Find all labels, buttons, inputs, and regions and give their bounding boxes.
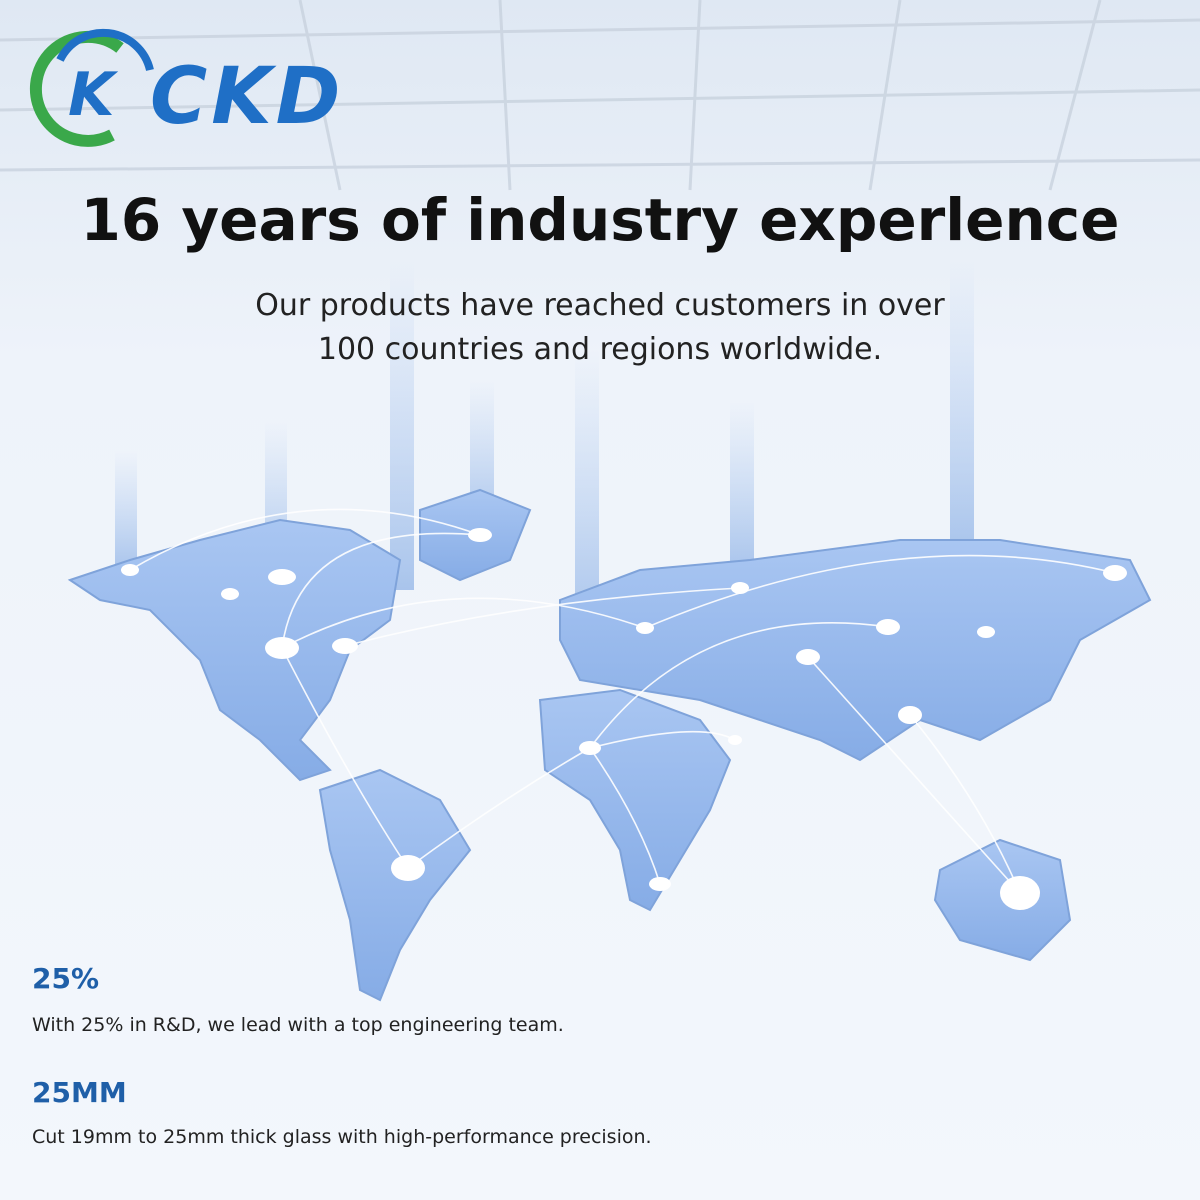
stat-value: 25% (32, 962, 100, 995)
stat-text: With 25% in R&D, we lead with a top engi… (32, 1014, 564, 1036)
routes (129, 508, 1116, 894)
logo-icon (29, 28, 154, 147)
logo-mark: K (68, 60, 115, 130)
logo-text: CKD (150, 52, 345, 142)
world-map (67, 488, 1152, 1002)
subtitle-line: 100 countries and regions worldwide. (317, 332, 883, 367)
stat-value: 25MM (32, 1076, 127, 1109)
subtitle: Our products have reached customers in o… (0, 284, 1200, 372)
city-dots (121, 528, 1127, 910)
headline: 16 years of industry experlence (80, 186, 1120, 254)
subtitle-line: Our products have reached customers in o… (255, 288, 945, 323)
ceiling (0, 0, 1200, 191)
stat-text: Cut 19mm to 25mm thick glass with high-p… (32, 1126, 652, 1148)
